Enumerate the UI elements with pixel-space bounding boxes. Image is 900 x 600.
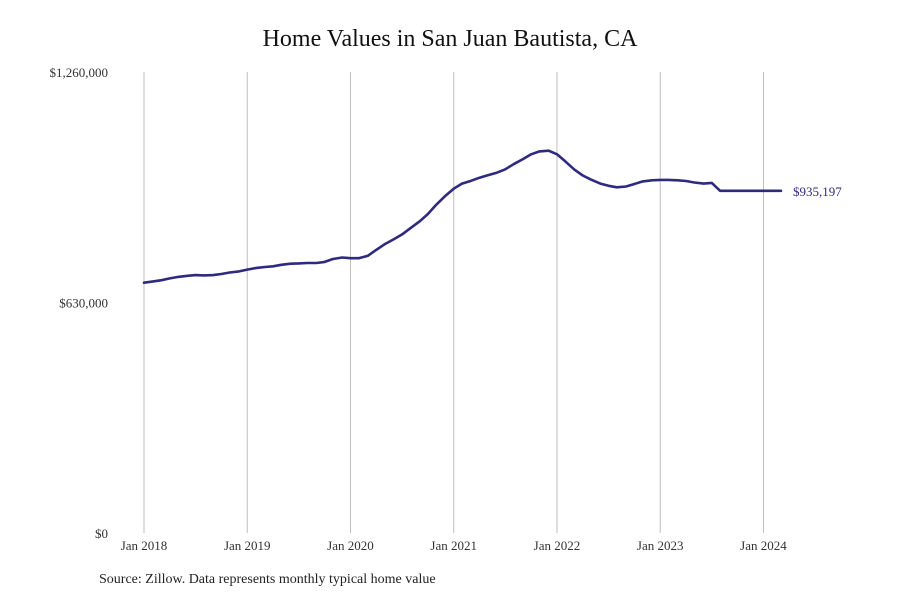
series-layer: $935,197 — [142, 149, 842, 284]
x-tick-label: Jan 2024 — [740, 538, 787, 553]
source-note: Source: Zillow. Data represents monthly … — [99, 572, 436, 587]
x-tick-label: Jan 2019 — [224, 538, 271, 553]
end-value-label: $935,197 — [793, 184, 842, 199]
y-axis-ticks: $0 $630,000 $1,260,000 — [50, 65, 109, 541]
x-tick-label: Jan 2023 — [637, 538, 684, 553]
x-tick-label: Jan 2020 — [327, 538, 374, 553]
y-tick-label: $630,000 — [59, 296, 108, 311]
x-tick-label: Jan 2018 — [121, 538, 168, 553]
chart-title: Home Values in San Juan Bautista, CA — [262, 26, 638, 52]
x-axis-ticks: Jan 2018 Jan 2019 Jan 2020 Jan 2021 Jan 2022… — [121, 538, 788, 553]
y-tick-label: $1,260,000 — [50, 65, 109, 80]
series-line — [142, 149, 783, 284]
y-tick-label: $0 — [95, 526, 108, 541]
x-tick-label: Jan 2022 — [534, 538, 581, 553]
x-tick-label: Jan 2021 — [430, 538, 477, 553]
gridlines — [143, 72, 764, 533]
